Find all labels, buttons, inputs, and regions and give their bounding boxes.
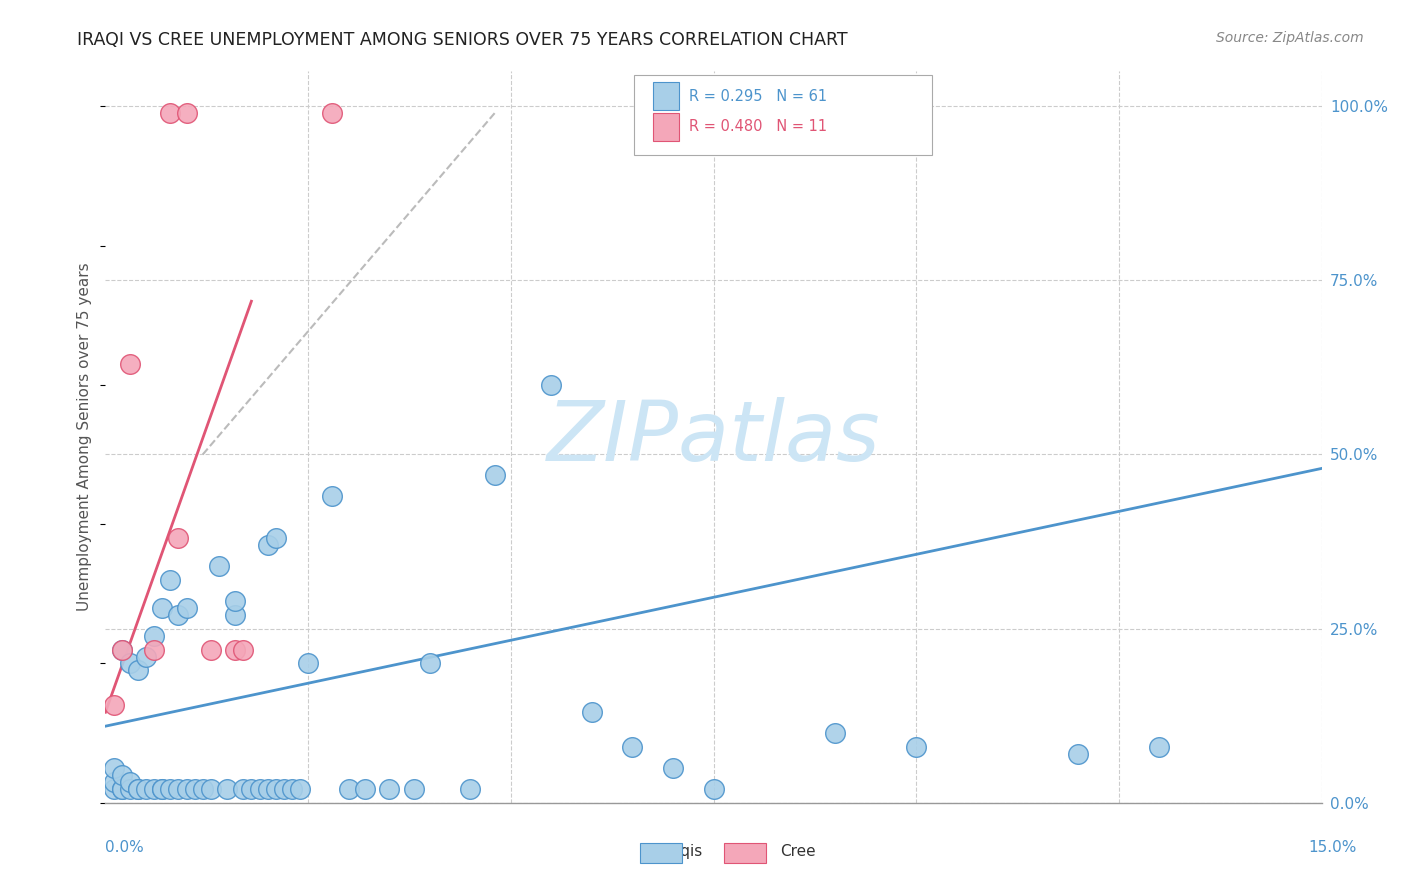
Point xyxy=(232,781,254,796)
Point xyxy=(581,705,603,719)
Point xyxy=(143,781,166,796)
Point xyxy=(256,781,278,796)
Point xyxy=(135,781,157,796)
Point xyxy=(176,781,198,796)
Point xyxy=(143,629,166,643)
Text: Iraqis: Iraqis xyxy=(661,845,703,859)
Point xyxy=(540,377,562,392)
Point xyxy=(1067,747,1090,761)
FancyBboxPatch shape xyxy=(652,82,679,110)
Point xyxy=(111,781,134,796)
Point xyxy=(249,781,271,796)
Point xyxy=(111,768,134,782)
Point xyxy=(159,781,181,796)
Text: 15.0%: 15.0% xyxy=(1309,840,1357,855)
FancyBboxPatch shape xyxy=(634,75,932,155)
Point xyxy=(419,657,441,671)
Point xyxy=(824,726,846,740)
Point xyxy=(200,781,222,796)
Point xyxy=(103,698,125,713)
Point xyxy=(458,781,481,796)
Point xyxy=(111,642,134,657)
Point xyxy=(111,642,134,657)
Point xyxy=(208,558,231,573)
Y-axis label: Unemployment Among Seniors over 75 years: Unemployment Among Seniors over 75 years xyxy=(77,263,93,611)
Point xyxy=(103,781,125,796)
Point xyxy=(118,781,141,796)
Point xyxy=(264,781,287,796)
Point xyxy=(273,781,295,796)
Point xyxy=(621,740,644,755)
Point xyxy=(118,775,141,789)
Point xyxy=(167,531,190,545)
Point xyxy=(159,106,181,120)
Point xyxy=(240,781,263,796)
Point xyxy=(232,642,254,657)
Point xyxy=(288,781,311,796)
Text: Source: ZipAtlas.com: Source: ZipAtlas.com xyxy=(1216,31,1364,45)
Point xyxy=(118,657,141,671)
Point xyxy=(127,781,149,796)
Point xyxy=(702,781,725,796)
Point xyxy=(176,106,198,120)
Text: R = 0.295   N = 61: R = 0.295 N = 61 xyxy=(689,88,827,103)
Point xyxy=(1149,740,1171,755)
Point xyxy=(354,781,377,796)
Point xyxy=(337,781,360,796)
Point xyxy=(183,781,205,796)
Point xyxy=(143,642,166,657)
Point xyxy=(297,657,319,671)
Point xyxy=(224,594,246,608)
Point xyxy=(159,573,181,587)
Point xyxy=(321,106,343,120)
Point xyxy=(378,781,401,796)
Point xyxy=(281,781,304,796)
Text: IRAQI VS CREE UNEMPLOYMENT AMONG SENIORS OVER 75 YEARS CORRELATION CHART: IRAQI VS CREE UNEMPLOYMENT AMONG SENIORS… xyxy=(77,31,848,49)
Point xyxy=(402,781,425,796)
Point xyxy=(217,781,239,796)
Point xyxy=(118,357,141,371)
Text: R = 0.480   N = 11: R = 0.480 N = 11 xyxy=(689,120,827,135)
Point xyxy=(662,761,685,775)
Point xyxy=(321,489,343,503)
Point xyxy=(150,781,173,796)
Point xyxy=(150,600,173,615)
Point xyxy=(127,664,149,678)
FancyBboxPatch shape xyxy=(652,113,679,141)
Point xyxy=(103,775,125,789)
Point xyxy=(127,781,149,796)
Point xyxy=(191,781,214,796)
Point xyxy=(224,642,246,657)
Text: 0.0%: 0.0% xyxy=(105,840,145,855)
Point xyxy=(150,781,173,796)
Point xyxy=(167,607,190,622)
Point xyxy=(103,761,125,775)
Point xyxy=(484,468,506,483)
Point xyxy=(135,649,157,664)
Text: ZIPatlas: ZIPatlas xyxy=(547,397,880,477)
Point xyxy=(905,740,928,755)
Point xyxy=(111,781,134,796)
Point xyxy=(200,642,222,657)
Point xyxy=(224,607,246,622)
Text: Cree: Cree xyxy=(780,845,815,859)
Point xyxy=(167,781,190,796)
Point xyxy=(264,531,287,545)
Point xyxy=(176,600,198,615)
Point xyxy=(256,538,278,552)
